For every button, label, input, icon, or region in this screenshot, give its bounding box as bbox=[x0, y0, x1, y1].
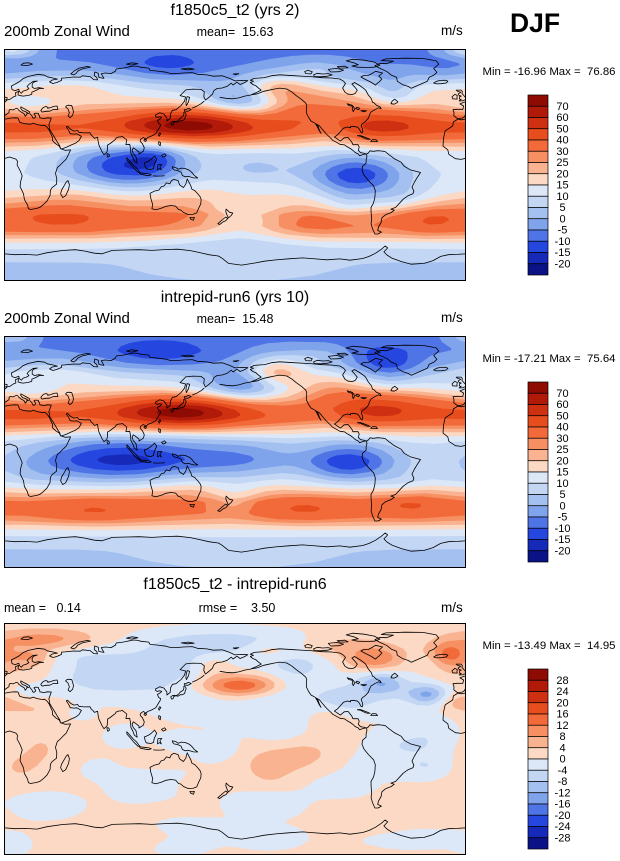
svg-text:0: 0 bbox=[559, 213, 565, 225]
svg-text:70: 70 bbox=[556, 101, 568, 113]
svg-text:-8: -8 bbox=[558, 776, 568, 788]
svg-text:20: 20 bbox=[556, 168, 568, 180]
svg-text:60: 60 bbox=[556, 112, 568, 124]
svg-text:30: 30 bbox=[556, 433, 568, 445]
svg-text:-15: -15 bbox=[555, 247, 571, 259]
svg-text:20: 20 bbox=[556, 697, 568, 709]
svg-text:15: 15 bbox=[556, 180, 568, 192]
svg-text:-20: -20 bbox=[555, 258, 571, 270]
svg-text:-10: -10 bbox=[555, 236, 571, 248]
svg-text:50: 50 bbox=[556, 123, 568, 135]
svg-text:-4: -4 bbox=[558, 765, 568, 777]
svg-text:-10: -10 bbox=[555, 523, 571, 535]
svg-text:10: 10 bbox=[556, 478, 568, 490]
svg-text:20: 20 bbox=[556, 455, 568, 467]
svg-text:40: 40 bbox=[556, 422, 568, 434]
svg-text:5: 5 bbox=[559, 202, 565, 214]
svg-text:24: 24 bbox=[556, 686, 568, 698]
svg-text:-24: -24 bbox=[555, 821, 571, 833]
svg-text:30: 30 bbox=[556, 146, 568, 158]
svg-text:28: 28 bbox=[556, 675, 568, 687]
svg-text:60: 60 bbox=[556, 399, 568, 411]
svg-text:16: 16 bbox=[556, 709, 568, 721]
svg-text:15: 15 bbox=[556, 467, 568, 479]
svg-text:0: 0 bbox=[559, 754, 565, 766]
svg-text:5: 5 bbox=[559, 489, 565, 501]
svg-text:-5: -5 bbox=[558, 225, 568, 237]
svg-text:-5: -5 bbox=[558, 512, 568, 524]
svg-text:8: 8 bbox=[559, 731, 565, 743]
svg-text:40: 40 bbox=[556, 135, 568, 147]
svg-text:-28: -28 bbox=[555, 832, 571, 844]
svg-text:-12: -12 bbox=[555, 787, 571, 799]
svg-text:-16: -16 bbox=[555, 799, 571, 811]
svg-text:10: 10 bbox=[556, 191, 568, 203]
svg-text:70: 70 bbox=[556, 388, 568, 400]
svg-text:25: 25 bbox=[556, 157, 568, 169]
svg-text:-20: -20 bbox=[555, 810, 571, 822]
svg-text:25: 25 bbox=[556, 444, 568, 456]
svg-text:12: 12 bbox=[556, 720, 568, 732]
svg-text:-20: -20 bbox=[555, 545, 571, 557]
svg-text:50: 50 bbox=[556, 410, 568, 422]
svg-text:4: 4 bbox=[559, 742, 565, 754]
svg-text:0: 0 bbox=[559, 500, 565, 512]
svg-text:-15: -15 bbox=[555, 534, 571, 546]
